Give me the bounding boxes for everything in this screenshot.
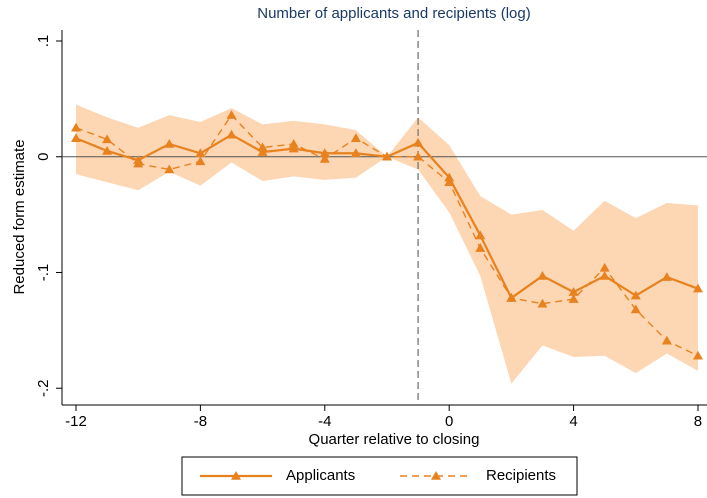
y-tick-label: .1 <box>35 35 52 48</box>
marker <box>350 133 361 142</box>
marker <box>599 270 610 280</box>
marker <box>102 134 113 144</box>
marker <box>70 133 81 142</box>
x-tick-label: 8 <box>694 413 702 430</box>
marker <box>475 243 486 252</box>
marker <box>319 154 330 163</box>
x-tick-label: 4 <box>569 413 577 430</box>
marker <box>226 110 237 119</box>
y-tick-label: -.1 <box>35 264 52 282</box>
marker <box>257 142 268 152</box>
marker <box>226 129 237 139</box>
x-tick-label: -4 <box>318 413 331 430</box>
marker <box>537 298 548 308</box>
x-tick-label: 0 <box>445 413 453 430</box>
chart-title: Number of applicants and recipients (log… <box>257 5 530 22</box>
marker <box>164 139 175 148</box>
marker <box>133 158 144 168</box>
marker <box>288 139 299 148</box>
confidence-band <box>75 104 698 384</box>
marker <box>195 156 206 166</box>
marker <box>70 122 81 132</box>
marker <box>102 145 113 155</box>
marker <box>164 164 175 174</box>
marker <box>568 294 579 303</box>
marker <box>599 262 610 272</box>
legend-label: Recipients <box>486 467 556 484</box>
x-axis-title: Quarter relative to closing <box>309 431 480 448</box>
marker <box>413 151 424 161</box>
marker <box>537 270 548 280</box>
marker <box>381 151 392 161</box>
marker <box>195 148 206 158</box>
marker <box>475 230 486 240</box>
x-tick-label: -8 <box>194 413 207 430</box>
marker <box>661 272 672 281</box>
legend-marker <box>231 471 241 480</box>
marker <box>506 292 517 302</box>
y-axis-title: Reduced form estimate <box>11 139 28 294</box>
marker <box>692 283 703 293</box>
marker <box>350 148 361 158</box>
y-tick-label: 0 <box>35 153 52 161</box>
legend-marker <box>431 471 441 480</box>
y-tick-label: -.2 <box>35 379 52 397</box>
x-tick-label: -12 <box>65 413 87 430</box>
marker <box>630 304 641 314</box>
marker <box>257 147 268 156</box>
marker <box>692 350 703 360</box>
marker <box>444 177 455 186</box>
marker <box>413 137 424 147</box>
marker <box>661 335 672 345</box>
marker <box>568 287 579 296</box>
marker <box>319 148 330 158</box>
marker <box>288 143 299 153</box>
marker <box>630 290 641 300</box>
legend-label: Applicants <box>286 467 355 484</box>
marker <box>444 172 455 182</box>
